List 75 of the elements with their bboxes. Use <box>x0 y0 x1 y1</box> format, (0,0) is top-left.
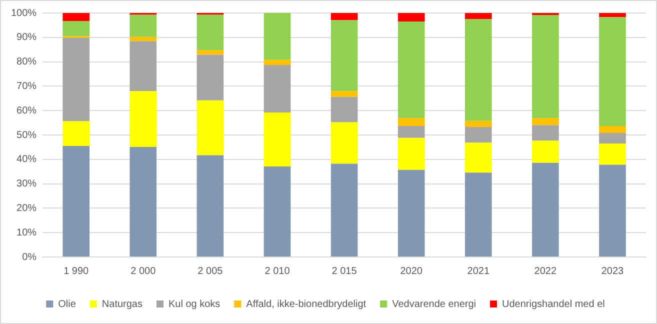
bar <box>398 13 425 22</box>
legend-label: Udenrigshandel med el <box>502 298 605 310</box>
bar <box>62 21 90 36</box>
x-tick-label: 2021 <box>467 266 490 277</box>
legend-label: Kul og koks <box>168 298 220 310</box>
bar <box>62 38 90 122</box>
bar <box>196 100 224 156</box>
y-tick-label: 0% <box>22 252 37 263</box>
y-tick-label: 80% <box>16 56 37 68</box>
bar <box>130 146 157 256</box>
bar <box>599 144 626 165</box>
bar <box>330 20 358 92</box>
bar <box>130 36 157 42</box>
bar <box>532 14 559 118</box>
bar <box>196 54 224 100</box>
x-tick-label: 2023 <box>601 266 624 277</box>
bar <box>532 162 559 256</box>
bar <box>330 91 358 97</box>
x-tick-label: 2 000 <box>130 266 156 277</box>
x-tick-label: 2022 <box>534 266 557 277</box>
bar <box>599 164 626 256</box>
bar <box>196 50 224 55</box>
bar <box>330 122 358 164</box>
bar <box>464 126 492 143</box>
y-tick-label: 100% <box>11 8 37 19</box>
bar <box>398 138 425 170</box>
x-tick-label: 2020 <box>400 266 423 277</box>
bar <box>330 96 358 122</box>
y-tick-label: 90% <box>16 32 37 44</box>
y-tick-label: 60% <box>16 105 37 116</box>
bar <box>264 112 291 166</box>
bar <box>464 172 492 256</box>
bar <box>398 126 425 138</box>
bar <box>264 64 291 113</box>
x-tick-label: 2 010 <box>264 266 290 277</box>
x-tick-label: 2 015 <box>332 266 358 277</box>
bar <box>464 13 492 20</box>
y-tick-label: 10% <box>16 227 37 238</box>
bar <box>398 22 425 118</box>
bar <box>464 142 492 173</box>
x-tick-label: 1 990 <box>64 266 90 277</box>
bar <box>196 14 224 50</box>
bar <box>532 118 559 126</box>
bar <box>330 13 358 20</box>
legend-label: Olie <box>58 298 76 310</box>
y-tick-label: 40% <box>16 154 37 166</box>
bar <box>130 41 157 92</box>
bar <box>62 13 90 22</box>
bar <box>532 125 559 141</box>
legend-label: Affald, ikke-bionedbrydeligt <box>246 298 366 310</box>
y-tick-label: 30% <box>16 178 37 190</box>
legend-label: Naturgas <box>102 298 142 310</box>
bar <box>464 120 492 127</box>
bar <box>599 13 626 18</box>
bar <box>264 13 291 60</box>
legend-label: Vedvarende energi <box>392 298 476 310</box>
bar <box>398 170 425 256</box>
bar <box>62 146 90 256</box>
y-tick-label: 20% <box>16 202 37 214</box>
y-tick-label: 50% <box>16 130 37 141</box>
bar <box>599 133 626 144</box>
bar <box>532 140 559 163</box>
bar <box>264 60 291 65</box>
x-tick-label: 2 005 <box>198 266 224 277</box>
y-tick-label: 70% <box>16 80 37 92</box>
bar <box>264 166 291 256</box>
bar <box>599 17 626 126</box>
bar <box>599 126 626 134</box>
bar <box>196 155 224 256</box>
bar <box>330 164 358 256</box>
bar <box>130 14 157 37</box>
bar <box>130 91 157 147</box>
bar <box>62 121 90 146</box>
bar <box>398 118 425 126</box>
bar <box>464 19 492 121</box>
